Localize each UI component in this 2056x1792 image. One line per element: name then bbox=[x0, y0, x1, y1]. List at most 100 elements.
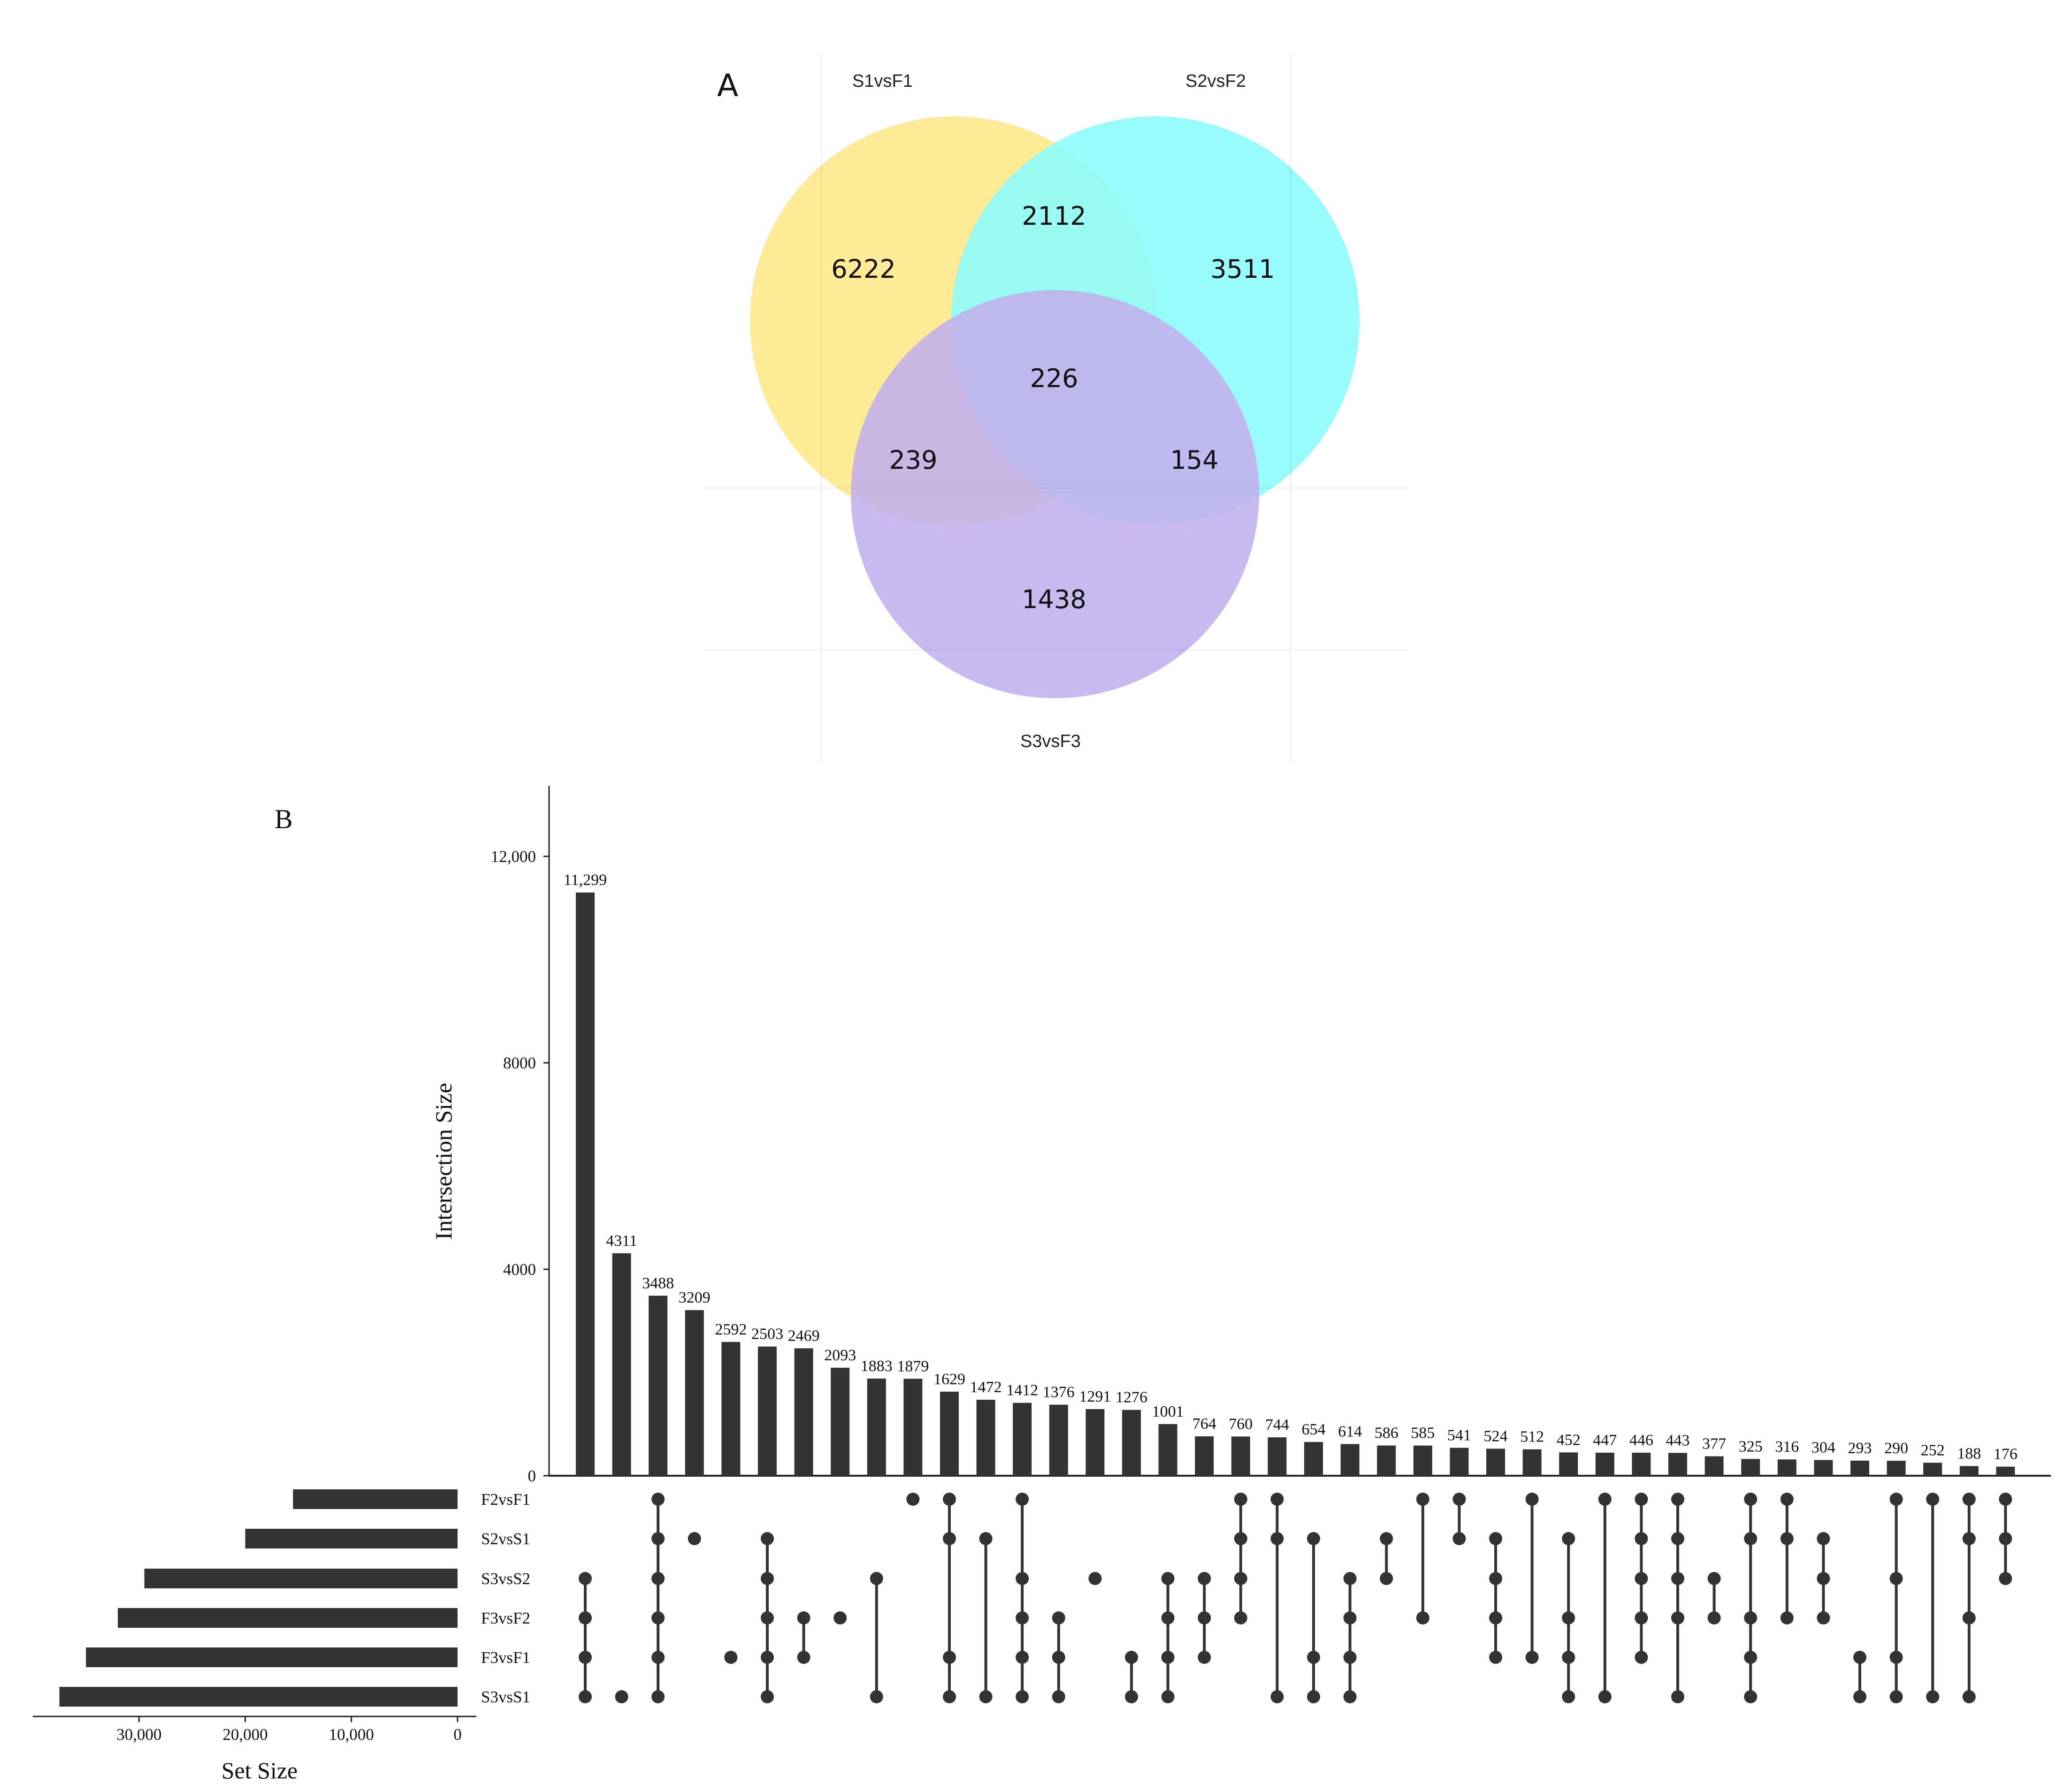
intersection-bar-label: 304 bbox=[1811, 1439, 1835, 1456]
intersection-bar bbox=[1559, 1452, 1578, 1476]
membership-dot bbox=[1343, 1572, 1357, 1585]
intersection-bar-label: 2592 bbox=[715, 1321, 747, 1338]
membership-dot bbox=[1416, 1611, 1429, 1624]
membership-dot bbox=[1744, 1532, 1758, 1545]
set-size-tick-label: 10,000 bbox=[329, 1725, 374, 1744]
intersection-bar bbox=[1013, 1403, 1032, 1476]
intersection-bar bbox=[1595, 1452, 1614, 1476]
membership-dot bbox=[579, 1651, 592, 1664]
intersection-bar bbox=[1668, 1453, 1687, 1476]
membership-dot bbox=[1052, 1651, 1065, 1664]
membership-dot bbox=[1307, 1532, 1320, 1545]
intersection-bar bbox=[685, 1310, 704, 1476]
membership-dot bbox=[1744, 1690, 1758, 1703]
membership-dot bbox=[761, 1611, 774, 1624]
intersection-bar-label: 3488 bbox=[642, 1274, 674, 1292]
membership-dot bbox=[1489, 1611, 1502, 1624]
intersection-bar-label: 585 bbox=[1411, 1425, 1435, 1442]
membership-dot bbox=[1889, 1493, 1903, 1506]
intersection-bar bbox=[867, 1378, 886, 1476]
intersection-bar-label: 1879 bbox=[897, 1357, 929, 1375]
intersection-bar-label: 654 bbox=[1302, 1421, 1326, 1438]
membership-dot bbox=[1671, 1493, 1684, 1506]
upset-plot: B 0 4000 8000 12,000 Intersection Size 11,2… bbox=[33, 786, 2051, 1784]
venn-region-all: 226 bbox=[1030, 364, 1078, 393]
set-name-label: F3vsF1 bbox=[481, 1648, 530, 1667]
membership-dot bbox=[1962, 1493, 1976, 1506]
membership-dot bbox=[1198, 1651, 1211, 1664]
membership-dot bbox=[1817, 1572, 1830, 1585]
intersection-bar-label: 377 bbox=[1702, 1435, 1726, 1453]
membership-dot bbox=[1343, 1651, 1357, 1664]
membership-dot bbox=[1270, 1690, 1284, 1703]
intersection-bar bbox=[1304, 1442, 1323, 1476]
membership-dot bbox=[1125, 1690, 1138, 1703]
membership-dot bbox=[1234, 1532, 1247, 1545]
intersection-bar-label: 1291 bbox=[1079, 1388, 1111, 1405]
membership-dot bbox=[1525, 1651, 1539, 1664]
membership-dot bbox=[1671, 1532, 1684, 1545]
venn-region-s2-only: 3511 bbox=[1210, 254, 1275, 284]
intersection-bar bbox=[1996, 1466, 2015, 1476]
venn-set-label-s1vsf1: S1vsF1 bbox=[852, 71, 913, 91]
membership-dot bbox=[651, 1532, 665, 1545]
intersection-bar-label: 446 bbox=[1629, 1432, 1653, 1449]
intersection-bar bbox=[1814, 1460, 1833, 1476]
intersection-bar bbox=[1268, 1437, 1287, 1476]
membership-dot bbox=[1889, 1690, 1903, 1703]
intersection-bar bbox=[940, 1391, 959, 1476]
membership-dot bbox=[1671, 1611, 1684, 1624]
venn-region-s1-s3: 239 bbox=[889, 445, 937, 475]
membership-dot bbox=[797, 1611, 810, 1624]
membership-dot bbox=[579, 1572, 592, 1585]
intersection-bar-label: 760 bbox=[1229, 1415, 1253, 1433]
venn-region-s3-only: 1438 bbox=[1022, 585, 1086, 614]
venn-region-s1-only: 6222 bbox=[831, 254, 895, 284]
membership-dot bbox=[1926, 1493, 1940, 1506]
membership-dot bbox=[1016, 1611, 1029, 1624]
membership-dot bbox=[761, 1690, 774, 1703]
membership-dot bbox=[943, 1690, 956, 1703]
membership-dot bbox=[1562, 1651, 1575, 1664]
intersection-bar bbox=[649, 1296, 668, 1476]
set-name-label: F2vsF1 bbox=[481, 1490, 530, 1509]
intersection-bar bbox=[612, 1253, 631, 1476]
membership-dot bbox=[724, 1651, 738, 1664]
membership-dot bbox=[1270, 1532, 1284, 1545]
membership-dot bbox=[870, 1690, 883, 1703]
intersection-bar bbox=[758, 1346, 777, 1476]
membership-dot bbox=[1926, 1690, 1940, 1703]
intersection-bar bbox=[1632, 1452, 1651, 1476]
intersection-bar-label: 188 bbox=[1957, 1445, 1981, 1462]
membership-dot bbox=[1962, 1532, 1976, 1545]
membership-dot bbox=[1889, 1572, 1903, 1585]
membership-dot bbox=[651, 1493, 665, 1506]
set-name-label: F3vsF2 bbox=[481, 1609, 530, 1627]
intersection-bar bbox=[794, 1348, 813, 1476]
membership-dot bbox=[1999, 1493, 2012, 1506]
intersection-bar bbox=[1850, 1460, 1869, 1476]
intersection-bar-label: 1883 bbox=[861, 1357, 893, 1375]
intersection-bar-label: 2469 bbox=[788, 1327, 820, 1344]
intersection-bar bbox=[831, 1367, 850, 1476]
intersection-bar-label: 764 bbox=[1192, 1415, 1216, 1433]
membership-dot bbox=[1889, 1651, 1903, 1664]
venn-set-label-s3vsf3: S3vsF3 bbox=[1020, 732, 1081, 751]
intersection-bar-label: 1276 bbox=[1116, 1389, 1147, 1406]
intersection-bar bbox=[1049, 1404, 1068, 1476]
membership-dot bbox=[1562, 1532, 1575, 1545]
intersection-bar bbox=[1158, 1424, 1177, 1476]
membership-dot bbox=[833, 1611, 847, 1624]
membership-dot bbox=[1707, 1572, 1721, 1585]
intersection-bar-label: 1629 bbox=[933, 1371, 965, 1388]
intersection-bar bbox=[903, 1379, 923, 1476]
membership-matrix bbox=[579, 1493, 2012, 1703]
membership-dot bbox=[1489, 1532, 1502, 1545]
membership-dot bbox=[1744, 1651, 1758, 1664]
intersection-bar-label: 4311 bbox=[606, 1232, 637, 1250]
membership-dot bbox=[688, 1532, 701, 1545]
set-size-bar bbox=[59, 1687, 458, 1707]
membership-dot bbox=[1052, 1611, 1065, 1624]
membership-dot bbox=[870, 1572, 883, 1585]
intersection-bar bbox=[1450, 1448, 1469, 1476]
